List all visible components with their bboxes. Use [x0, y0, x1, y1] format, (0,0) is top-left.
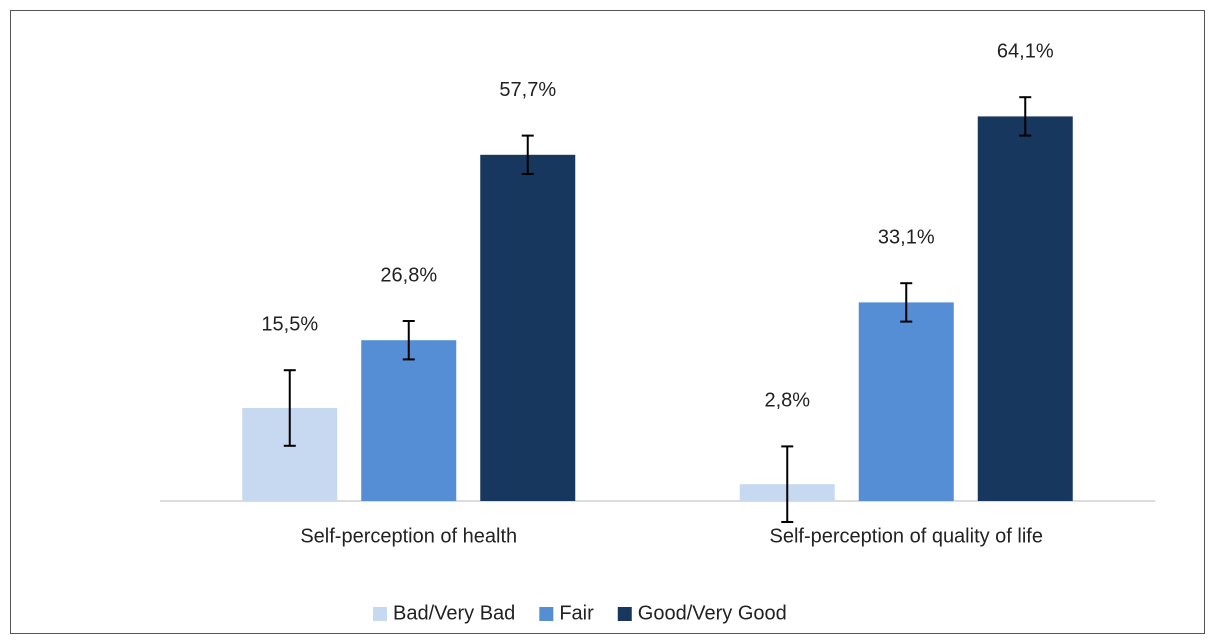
- legend-swatch: [539, 607, 554, 621]
- bar: [361, 340, 457, 501]
- x-tick-label: Self-perception of quality of life: [770, 525, 1044, 547]
- data-label: 57,7%: [499, 79, 556, 101]
- x-tick-label: Self-perception of health: [300, 525, 517, 547]
- data-label: 26,8%: [380, 264, 437, 286]
- error-bar: [900, 282, 913, 323]
- data-label: 64,1%: [997, 40, 1054, 62]
- error-bar: [1019, 96, 1032, 137]
- legend-swatch: [373, 607, 387, 621]
- error-bar: [781, 445, 794, 523]
- error-bar: [521, 134, 534, 175]
- data-label: 15,5%: [261, 313, 318, 335]
- bar: [977, 116, 1073, 502]
- legend-swatch: [617, 607, 632, 621]
- error-bar: [402, 320, 415, 361]
- legend-label: Bad/Very Bad: [393, 602, 515, 624]
- bar: [480, 154, 576, 502]
- legend-label: Fair: [559, 602, 594, 624]
- bar: [858, 302, 954, 501]
- error-bar: [283, 369, 296, 447]
- data-label: 33,1%: [878, 226, 935, 248]
- frame: [10, 10, 1205, 634]
- legend-label: Good/Very Good: [638, 602, 787, 624]
- data-label: 2,8%: [764, 390, 810, 412]
